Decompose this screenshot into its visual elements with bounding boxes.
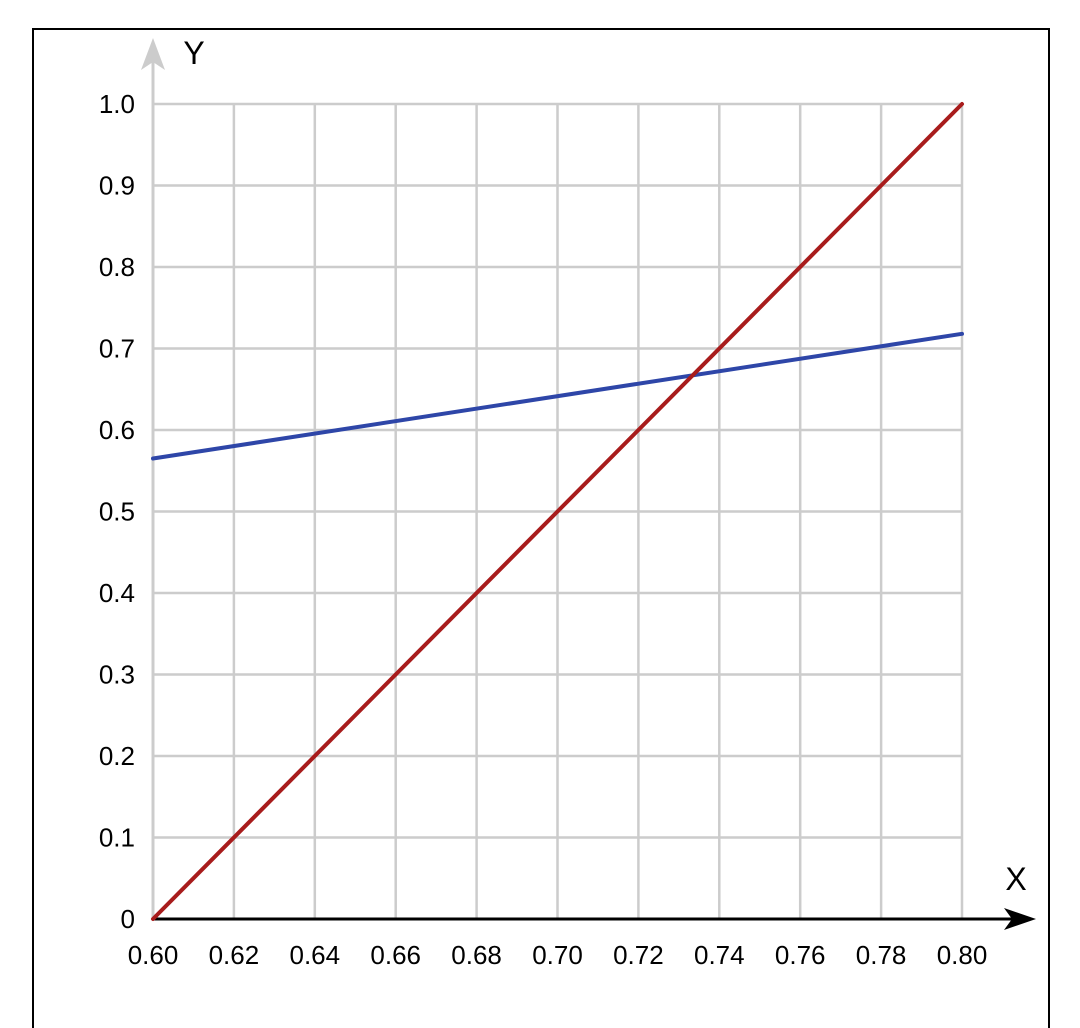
y-tick-label: 0 [121,904,135,934]
y-tick-label: 0.5 [99,497,135,527]
axes [141,38,1036,930]
y-tick-label: 0.6 [99,415,135,445]
y-tick-label: 0.4 [99,578,135,608]
x-tick-label: 0.78 [856,940,907,970]
y-axis-label: Y [183,35,204,71]
y-tick-label: 0.2 [99,741,135,771]
y-tick-label: 1.0 [99,89,135,119]
y-axis-arrow-icon [141,38,165,70]
y-tick-label: 0.1 [99,823,135,853]
x-tick-label: 0.60 [128,940,179,970]
series-line-1 [151,331,964,461]
series-lines [151,102,964,921]
y-tick-label: 0.7 [99,334,135,364]
x-tick-label: 0.80 [937,940,988,970]
x-tick-label: 0.70 [532,940,583,970]
series-line-2 [151,102,964,921]
x-axis-arrow-icon [1004,908,1036,930]
y-tick-label: 0.8 [99,252,135,282]
x-tick-label: 0.74 [694,940,745,970]
y-tick-label: 0.3 [99,660,135,690]
grid [153,102,964,919]
y-tick-label: 0.9 [99,171,135,201]
x-tick-label: 0.76 [775,940,826,970]
x-tick-label: 0.66 [370,940,421,970]
x-tick-label: 0.68 [451,940,502,970]
x-axis-label: X [1005,861,1026,897]
tick-labels: 0.60 0.62 0.64 0.66 0.68 0.70 0.72 0.74 0.76 0.78… [99,89,987,970]
x-tick-label: 0.64 [289,940,340,970]
x-tick-label: 0.62 [209,940,260,970]
x-tick-label: 0.72 [613,940,664,970]
